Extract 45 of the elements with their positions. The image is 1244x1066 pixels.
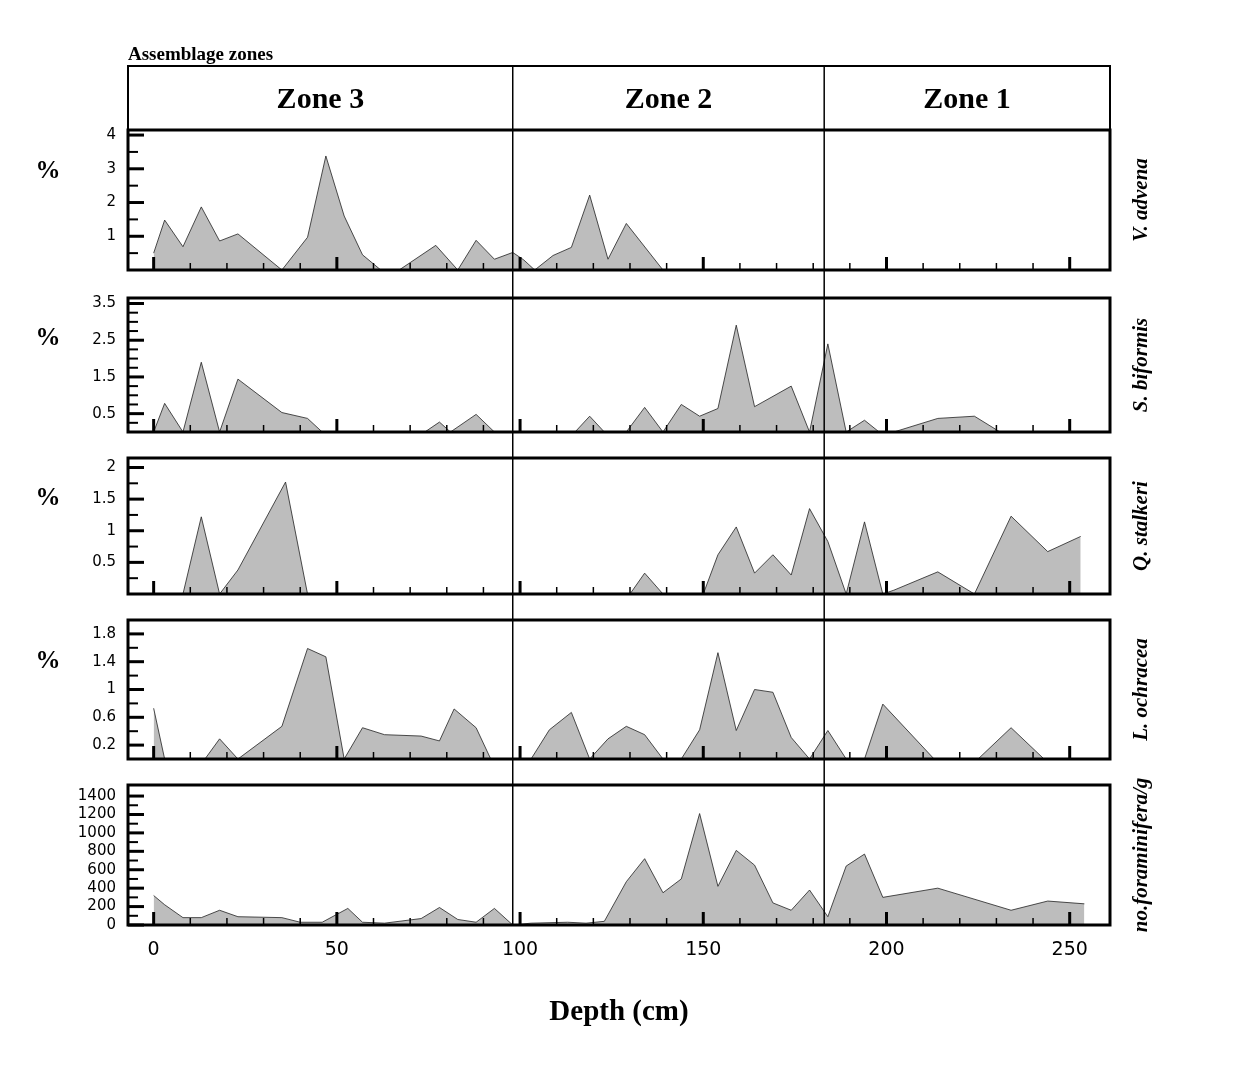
- y2-axis-title: no.foraminifera/g: [1128, 777, 1153, 933]
- x-tick-label: 250: [1051, 937, 1088, 960]
- y-tick-label: 2: [106, 457, 116, 476]
- y-tick-label: 200: [87, 896, 116, 915]
- y2-axis-title: Q. stalkeri: [1128, 480, 1153, 571]
- y-tick-label: 1.8: [92, 623, 116, 642]
- y-tick-label: 1.4: [92, 651, 116, 670]
- y-tick-label: 0.5: [92, 403, 116, 422]
- y-tick-label: 3.5: [92, 293, 116, 312]
- y-tick-label: 1200: [77, 804, 116, 823]
- y2-axis-title: L. ochracea: [1128, 638, 1153, 742]
- y2-axis-title: V. advena: [1128, 158, 1153, 242]
- text: Zone 2: [624, 80, 713, 114]
- y-tick-label: 1: [106, 226, 116, 245]
- y-tick-label: 0.5: [92, 552, 116, 571]
- y-tick-label: 2: [106, 192, 116, 211]
- x-tick-label: 50: [324, 937, 349, 960]
- y-tick-label: 1: [106, 679, 116, 698]
- text: Zone 3: [276, 80, 365, 114]
- text: Zone 1: [923, 80, 1011, 114]
- y-axis-title: %: [35, 483, 61, 511]
- y-tick-label: 1.5: [92, 366, 116, 385]
- y-tick-label: 1000: [77, 822, 116, 841]
- y-tick-label: 1: [106, 520, 116, 539]
- y-tick-label: 0.6: [92, 707, 116, 726]
- y-tick-label: 1400: [77, 785, 116, 804]
- y-tick-label: 1.5: [92, 489, 116, 508]
- y-tick-label: 800: [87, 841, 116, 860]
- y-tick-label: 400: [87, 878, 116, 897]
- y-tick-label: 4: [106, 124, 116, 143]
- x-tick-label: 150: [685, 937, 722, 960]
- x-tick-label: 0: [147, 937, 160, 960]
- y-tick-label: 600: [87, 859, 116, 878]
- y-tick-label: 3: [106, 158, 116, 177]
- x-tick-label: 200: [868, 937, 905, 960]
- y-tick-label: 0: [106, 914, 116, 933]
- y-axis-title: %: [35, 156, 61, 184]
- y-tick-label: 2.5: [92, 330, 116, 349]
- x-tick-label: 100: [501, 937, 539, 960]
- y-axis-title: %: [35, 322, 61, 350]
- y-tick-label: 0.2: [92, 734, 116, 753]
- chart-title: Assemblage zones: [128, 43, 274, 64]
- x-axis-title: Depth (cm): [549, 994, 689, 1028]
- y2-axis-title: S. biformis: [1128, 317, 1153, 413]
- y-axis-title: %: [35, 646, 61, 674]
